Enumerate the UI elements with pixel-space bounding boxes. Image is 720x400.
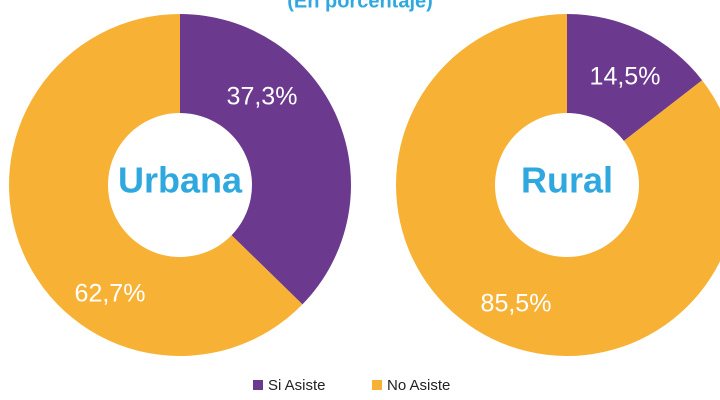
donut-slice xyxy=(8,14,303,357)
data-label: 37,3% xyxy=(227,83,298,111)
center-label: Urbana xyxy=(118,160,243,201)
donut-slice xyxy=(567,14,703,141)
legend-label: Si Asiste xyxy=(268,377,326,394)
legend-swatch xyxy=(372,380,382,390)
donut-slice xyxy=(180,14,351,305)
data-label: 14,5% xyxy=(590,63,661,91)
data-label: 85,5% xyxy=(481,290,552,318)
legend-label: No Asiste xyxy=(387,377,450,394)
data-label: 62,7% xyxy=(75,280,146,308)
center-label: Rural xyxy=(521,160,613,201)
chart-title: (En porcentaje) xyxy=(287,0,433,12)
legend-swatch xyxy=(253,380,263,390)
donut-slice xyxy=(396,14,720,356)
